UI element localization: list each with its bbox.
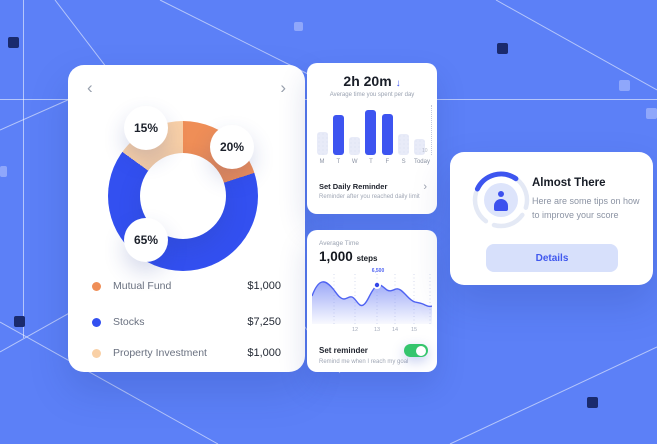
area-line: [312, 281, 432, 308]
set-reminder-subtitle: Remind me when I reach my goal: [319, 359, 409, 365]
usage-bar: [349, 137, 361, 155]
details-button[interactable]: Details: [486, 244, 618, 272]
accent-square: [8, 37, 19, 48]
portfolio-card: ‹ › 15% 20% 65% Mutual Fund $1,000 Stocks $…: [68, 65, 305, 372]
donut-label-bubble: 65%: [124, 218, 168, 262]
toggle-knob: [416, 345, 426, 356]
bar-column: [332, 110, 344, 155]
legend-value: $1,000: [247, 280, 281, 292]
legend-row: Property Investment $1,000: [92, 345, 281, 361]
legend-name: Property Investment: [113, 347, 207, 359]
person-icon: [484, 183, 518, 217]
progress-ring: [472, 171, 530, 229]
x-tick-label: 14: [391, 327, 399, 333]
screen-time-subtitle: Average time you spent per day: [329, 92, 415, 98]
set-daily-reminder-label[interactable]: Set Daily Reminder: [319, 182, 388, 191]
legend-name: Mutual Fund: [113, 280, 172, 292]
daily-limit-label: 10: [422, 148, 428, 154]
daily-limit-line: [431, 105, 432, 155]
donut-label-bubble: 15%: [124, 106, 168, 150]
accent-square: [14, 316, 25, 327]
day-label: M: [319, 159, 325, 165]
bar-column: [398, 110, 410, 155]
usage-bar: [414, 139, 426, 155]
usage-bar: [332, 115, 344, 155]
screen-time-title: 2h 20m ↓: [343, 73, 401, 89]
day-label: Today: [413, 159, 430, 165]
area-fill: [312, 281, 432, 324]
prev-arrow-icon[interactable]: ‹: [87, 78, 93, 97]
x-tick-label: 12: [351, 327, 359, 333]
legend-dot-icon: [92, 281, 101, 291]
score-title: Almost There: [532, 177, 606, 189]
screen-time-bar-chart: [316, 110, 426, 155]
usage-bar: [381, 114, 393, 155]
highlight-point-label: 6,500: [371, 268, 385, 274]
reminder-toggle[interactable]: [404, 344, 428, 357]
score-description: Here are some tips on how to improve you…: [532, 196, 640, 220]
accent-square: [0, 166, 7, 177]
accent-square: [587, 397, 598, 408]
steps-card-label: Average Time: [319, 240, 359, 247]
bar-column: [381, 110, 393, 155]
accent-square: [294, 22, 303, 31]
steps-unit: steps: [356, 254, 378, 263]
steps-value: 1,000 steps: [319, 249, 378, 264]
usage-bar: [398, 134, 410, 155]
bar-column: [349, 110, 361, 155]
steps-x-ticks: 12 13 14 15: [312, 327, 432, 335]
legend-name: Stocks: [113, 316, 145, 328]
day-label: T: [336, 159, 341, 165]
usage-bar: [316, 132, 328, 155]
day-label: T: [369, 159, 373, 165]
trend-down-icon: ↓: [395, 78, 401, 89]
usage-bar: [365, 110, 377, 155]
legend-row: Mutual Fund $1,000: [92, 278, 281, 294]
x-tick-label: 13: [373, 327, 381, 333]
screen-time-card: 2h 20m ↓ Average time you spent per day …: [307, 63, 437, 214]
accent-square: [619, 80, 630, 91]
steps-area-chart: [312, 274, 432, 326]
steps-card: Average Time 1,000 steps: [307, 230, 437, 372]
score-card: Almost There Here are some tips on how t…: [450, 152, 653, 285]
legend-dot-icon: [92, 317, 101, 327]
bar-column: [316, 110, 328, 155]
set-reminder-label: Set reminder: [319, 346, 368, 355]
bar-column: [414, 110, 426, 155]
day-label: S: [401, 159, 406, 165]
next-arrow-icon[interactable]: ›: [280, 78, 286, 97]
legend-row: Stocks $7,250: [92, 314, 281, 330]
set-daily-reminder-subtitle: Reminder after you reached daily limit: [319, 194, 420, 200]
accent-square: [497, 43, 508, 54]
legend-value: $1,000: [247, 347, 281, 359]
legend-dot-icon: [92, 348, 101, 358]
accent-square: [646, 108, 657, 119]
donut-label-bubble: 20%: [210, 125, 254, 169]
day-label: F: [385, 159, 390, 165]
bar-column: [365, 110, 377, 155]
screen-time-day-labels: M T W T F S Today: [316, 159, 430, 165]
legend-value: $7,250: [247, 316, 281, 328]
day-label: W: [351, 159, 358, 165]
chevron-right-icon[interactable]: ›: [423, 181, 427, 193]
x-tick-label: 15: [410, 327, 418, 333]
